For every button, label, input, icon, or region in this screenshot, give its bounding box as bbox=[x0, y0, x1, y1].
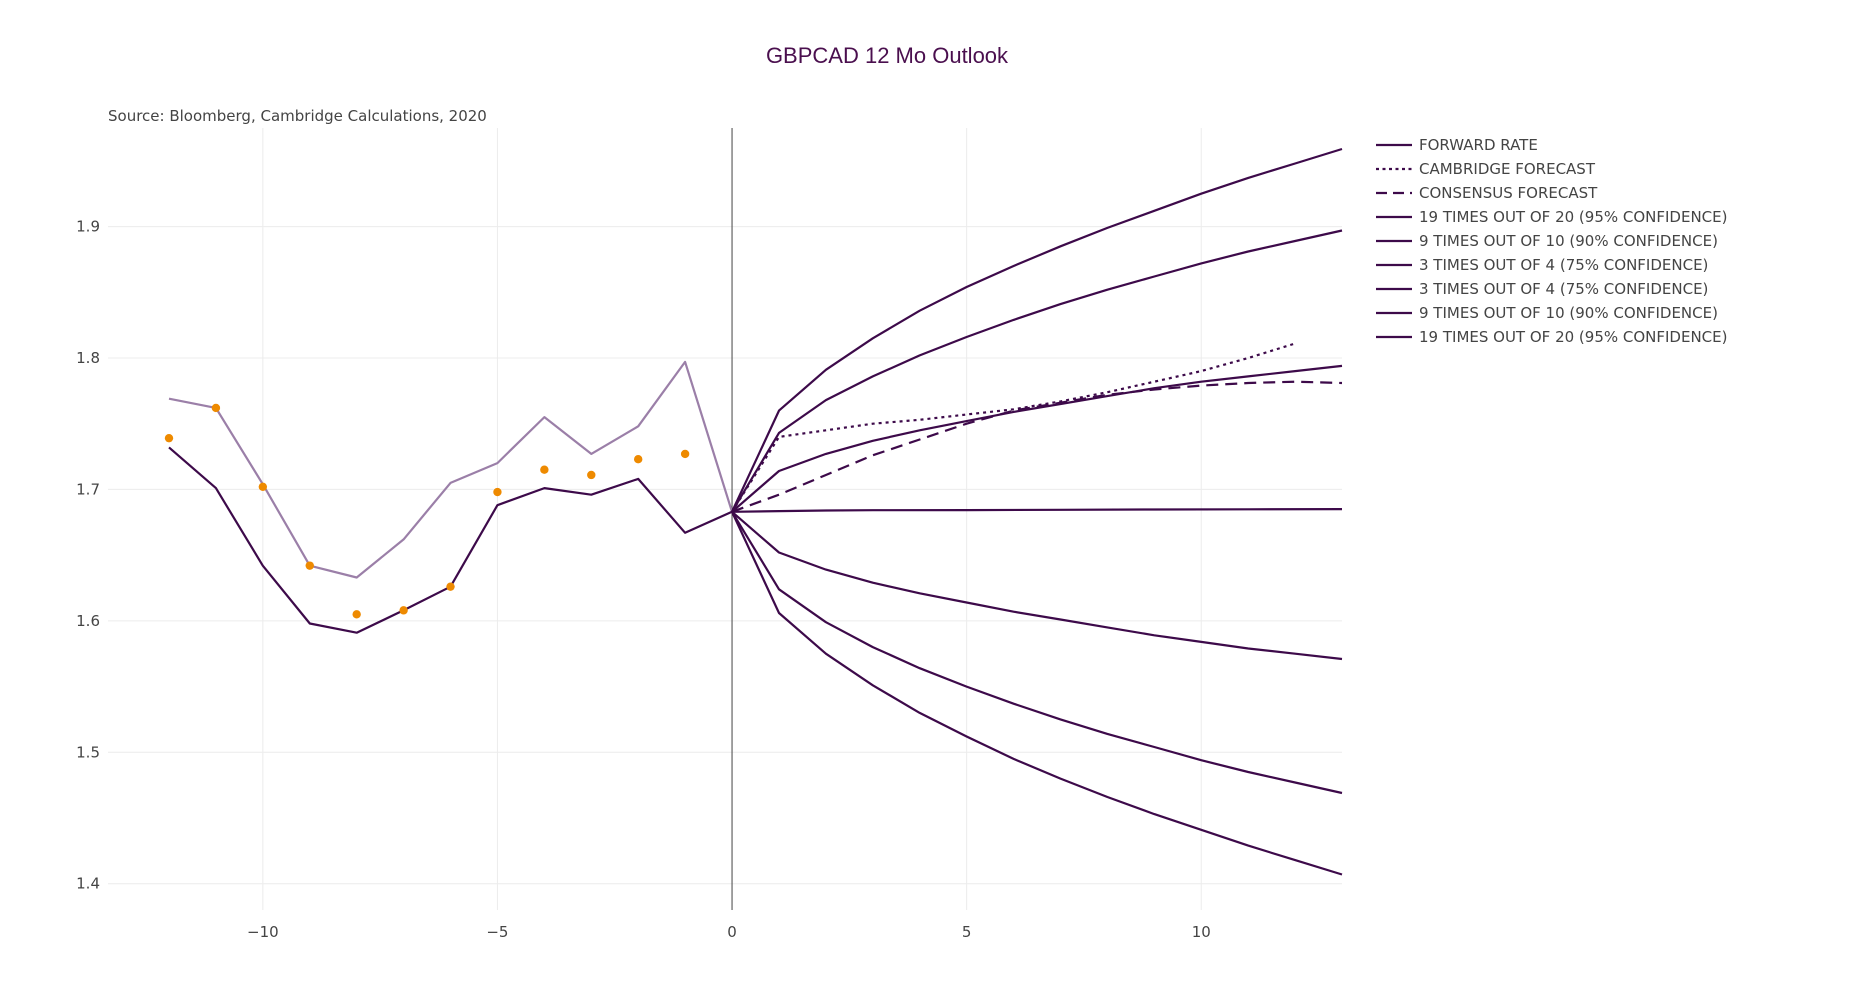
history-point bbox=[633, 455, 643, 464]
history-point bbox=[399, 606, 408, 615]
history-point bbox=[258, 482, 268, 491]
series-line-4 bbox=[731, 229, 1343, 513]
history-point bbox=[540, 465, 549, 474]
series-line-1 bbox=[731, 342, 1296, 513]
history-high-line bbox=[168, 360, 734, 579]
history-point bbox=[352, 610, 361, 619]
plot-series bbox=[164, 147, 1343, 876]
series-line-0 bbox=[731, 508, 1343, 513]
legend-item[interactable]: CONSENSUS FORECAST bbox=[1376, 184, 1598, 202]
legend-label: 3 TIMES OUT OF 4 (75% CONFIDENCE) bbox=[1419, 280, 1708, 298]
y-tick-label: 1.5 bbox=[76, 743, 100, 761]
series-line-5 bbox=[731, 364, 1343, 513]
chart-title: GBPCAD 12 Mo Outlook bbox=[766, 43, 1009, 68]
legend-item[interactable]: 3 TIMES OUT OF 4 (75% CONFIDENCE) bbox=[1376, 280, 1708, 298]
legend-item[interactable]: 9 TIMES OUT OF 10 (90% CONFIDENCE) bbox=[1376, 304, 1718, 322]
legend-label: 9 TIMES OUT OF 10 (90% CONFIDENCE) bbox=[1419, 304, 1718, 322]
y-tick-label: 1.7 bbox=[76, 480, 100, 498]
series-line-6 bbox=[731, 510, 1343, 661]
x-tick-label: −5 bbox=[486, 923, 508, 941]
x-tick-label: 10 bbox=[1192, 923, 1211, 941]
legend-label: FORWARD RATE bbox=[1419, 136, 1538, 154]
history-point bbox=[164, 433, 174, 443]
legend-label: 9 TIMES OUT OF 10 (90% CONFIDENCE) bbox=[1419, 232, 1718, 250]
gridlines bbox=[108, 128, 1342, 910]
history-point bbox=[587, 470, 596, 480]
history-point bbox=[680, 449, 690, 459]
series-line-2 bbox=[731, 380, 1343, 513]
x-tick-label: 0 bbox=[727, 923, 737, 941]
legend-item[interactable]: FORWARD RATE bbox=[1376, 136, 1538, 154]
legend-label: 19 TIMES OUT OF 20 (95% CONFIDENCE) bbox=[1419, 328, 1728, 346]
y-tick-label: 1.8 bbox=[76, 349, 100, 367]
legend-item[interactable]: 9 TIMES OUT OF 10 (90% CONFIDENCE) bbox=[1376, 232, 1718, 250]
history-low-line bbox=[168, 446, 733, 634]
history-point bbox=[305, 561, 314, 570]
history-point bbox=[493, 487, 502, 497]
y-tick-label: 1.6 bbox=[76, 612, 100, 630]
legend-label: CONSENSUS FORECAST bbox=[1419, 184, 1598, 202]
legend-item[interactable]: CAMBRIDGE FORECAST bbox=[1376, 160, 1596, 178]
history-point bbox=[446, 582, 455, 591]
y-axis-ticks: 1.4 1.5 1.6 1.7 1.8 1.9 bbox=[76, 218, 100, 893]
legend-item[interactable]: 19 TIMES OUT OF 20 (95% CONFIDENCE) bbox=[1376, 208, 1728, 226]
series-line-3 bbox=[731, 147, 1343, 513]
history-point bbox=[211, 403, 221, 413]
legend-label: CAMBRIDGE FORECAST bbox=[1419, 160, 1596, 178]
series-line-7 bbox=[731, 511, 1343, 795]
source-note: Source: Bloomberg, Cambridge Calculation… bbox=[108, 107, 487, 125]
x-tick-label: 5 bbox=[962, 923, 972, 941]
legend-item[interactable]: 3 TIMES OUT OF 4 (75% CONFIDENCE) bbox=[1376, 256, 1708, 274]
x-tick-label: −10 bbox=[247, 923, 279, 941]
x-axis-ticks: −10 −5 0 5 10 bbox=[247, 923, 1211, 941]
legend[interactable]: FORWARD RATE CAMBRIDGE FORECAST CONSENSUS … bbox=[1376, 136, 1728, 346]
legend-item[interactable]: 19 TIMES OUT OF 20 (95% CONFIDENCE) bbox=[1376, 328, 1728, 346]
legend-label: 3 TIMES OUT OF 4 (75% CONFIDENCE) bbox=[1419, 256, 1708, 274]
legend-label: 19 TIMES OUT OF 20 (95% CONFIDENCE) bbox=[1419, 208, 1728, 226]
series-line-8 bbox=[731, 511, 1343, 876]
y-tick-label: 1.4 bbox=[76, 875, 100, 893]
y-tick-label: 1.9 bbox=[76, 218, 100, 236]
